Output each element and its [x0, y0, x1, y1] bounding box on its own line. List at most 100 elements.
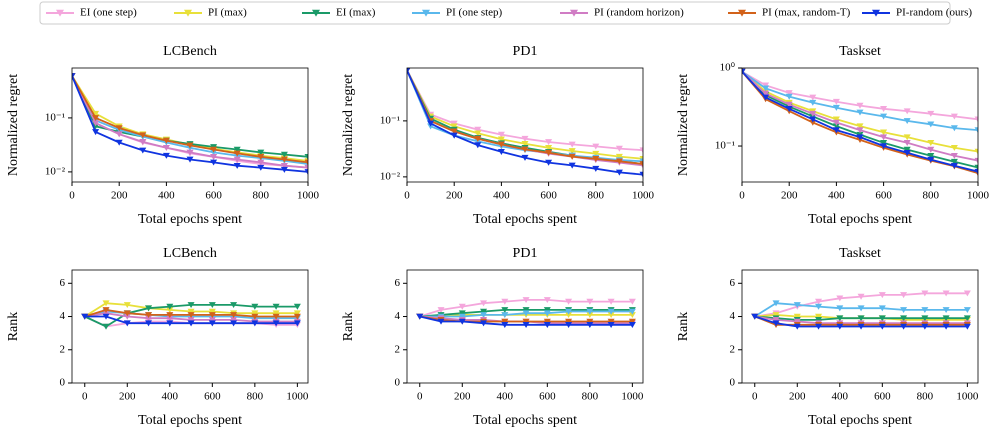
- series-marker: [272, 313, 280, 320]
- series-marker: [793, 323, 801, 330]
- series-marker: [208, 312, 216, 319]
- x-axis-label: Total epochs spent: [808, 212, 912, 227]
- series-marker: [592, 150, 600, 157]
- series-marker: [251, 320, 259, 327]
- series-marker: [772, 312, 780, 319]
- series-marker: [545, 159, 553, 166]
- series-marker: [474, 135, 482, 142]
- series-marker: [857, 315, 865, 322]
- x-tick-label: 600: [874, 391, 891, 403]
- series-marker: [785, 93, 793, 100]
- y-axis-label: Rank: [6, 312, 21, 342]
- series-marker: [522, 322, 530, 328]
- series-marker: [878, 315, 886, 322]
- series-marker: [565, 308, 573, 315]
- series-marker: [950, 113, 958, 120]
- series-marker: [407, 68, 411, 74]
- series-marker: [880, 129, 888, 136]
- series-marker: [458, 318, 466, 325]
- series-marker: [565, 312, 573, 319]
- series-marker: [230, 320, 238, 327]
- series-marker: [586, 318, 594, 325]
- series-marker: [762, 90, 770, 97]
- series-marker: [210, 146, 218, 153]
- series-marker: [785, 101, 793, 108]
- series-marker: [102, 323, 110, 330]
- series-marker: [963, 323, 971, 330]
- series-marker: [187, 312, 195, 319]
- series-marker: [497, 141, 505, 148]
- x-tick-label: 200: [789, 391, 806, 403]
- series-marker: [497, 136, 505, 143]
- x-tick-label: 0: [69, 190, 75, 202]
- series-marker: [927, 156, 935, 163]
- series-marker: [974, 116, 978, 123]
- series-marker: [628, 312, 636, 319]
- y-axis-label: Normalized regret: [6, 74, 21, 176]
- series-marker: [522, 310, 530, 317]
- x-tick-label: 1000: [621, 391, 644, 403]
- series-marker: [809, 110, 817, 117]
- y-tick-label: 4: [730, 310, 736, 322]
- series-marker: [793, 318, 801, 325]
- plot-area: [416, 297, 636, 328]
- series-marker: [480, 300, 488, 307]
- series-marker: [815, 323, 823, 330]
- series-marker: [974, 168, 978, 175]
- series-marker: [293, 320, 301, 327]
- series-marker: [187, 302, 195, 309]
- y-tick-label: 4: [60, 310, 66, 322]
- y-tick-label: 10⁰: [720, 62, 736, 74]
- series-marker: [878, 292, 886, 299]
- y-tick-label: 10⁻¹: [45, 111, 65, 123]
- x-tick-label: 1000: [632, 190, 655, 202]
- series-marker: [102, 300, 110, 307]
- series-marker: [208, 320, 216, 327]
- series-marker: [497, 131, 505, 138]
- series-marker: [543, 322, 551, 328]
- series-marker: [187, 320, 195, 327]
- series-marker: [501, 322, 509, 328]
- axes-frame: [71, 269, 309, 384]
- series-marker: [280, 151, 288, 158]
- series-marker: [927, 140, 935, 146]
- series-marker: [187, 317, 195, 324]
- series-marker: [501, 312, 509, 319]
- series-marker: [785, 106, 793, 112]
- series-marker: [210, 159, 218, 166]
- legend-marker: [872, 9, 880, 17]
- axes-frame: [71, 67, 309, 183]
- series-marker: [772, 300, 780, 307]
- series-marker: [762, 85, 770, 92]
- series-marker: [974, 127, 978, 134]
- series-marker: [230, 317, 238, 324]
- series-marker: [856, 102, 864, 109]
- series-marker: [251, 310, 259, 317]
- series-marker: [880, 113, 888, 120]
- series-marker: [437, 318, 445, 325]
- y-tick-label: 6: [395, 277, 401, 289]
- series-marker: [92, 123, 100, 130]
- series-marker: [950, 158, 958, 165]
- x-tick-label: 400: [162, 391, 179, 403]
- x-tick-label: 0: [752, 391, 758, 403]
- series-marker: [586, 308, 594, 315]
- y-tick-label: 10⁻²: [45, 165, 66, 177]
- series-marker: [545, 139, 553, 146]
- series-marker: [474, 126, 482, 133]
- series-marker: [145, 315, 153, 322]
- series-marker: [639, 161, 643, 168]
- x-tick-label: 600: [875, 190, 892, 202]
- x-tick-label: 600: [205, 190, 222, 202]
- series-marker: [762, 94, 770, 101]
- series-marker: [568, 153, 576, 160]
- series-marker: [501, 307, 509, 314]
- axes-frame: [741, 67, 979, 183]
- y-axis-label: Normalized regret: [341, 74, 356, 176]
- series-marker: [880, 140, 888, 146]
- series-marker: [115, 139, 123, 146]
- series-marker: [832, 116, 840, 123]
- x-tick-label: 200: [119, 391, 136, 403]
- series-marker: [458, 310, 466, 317]
